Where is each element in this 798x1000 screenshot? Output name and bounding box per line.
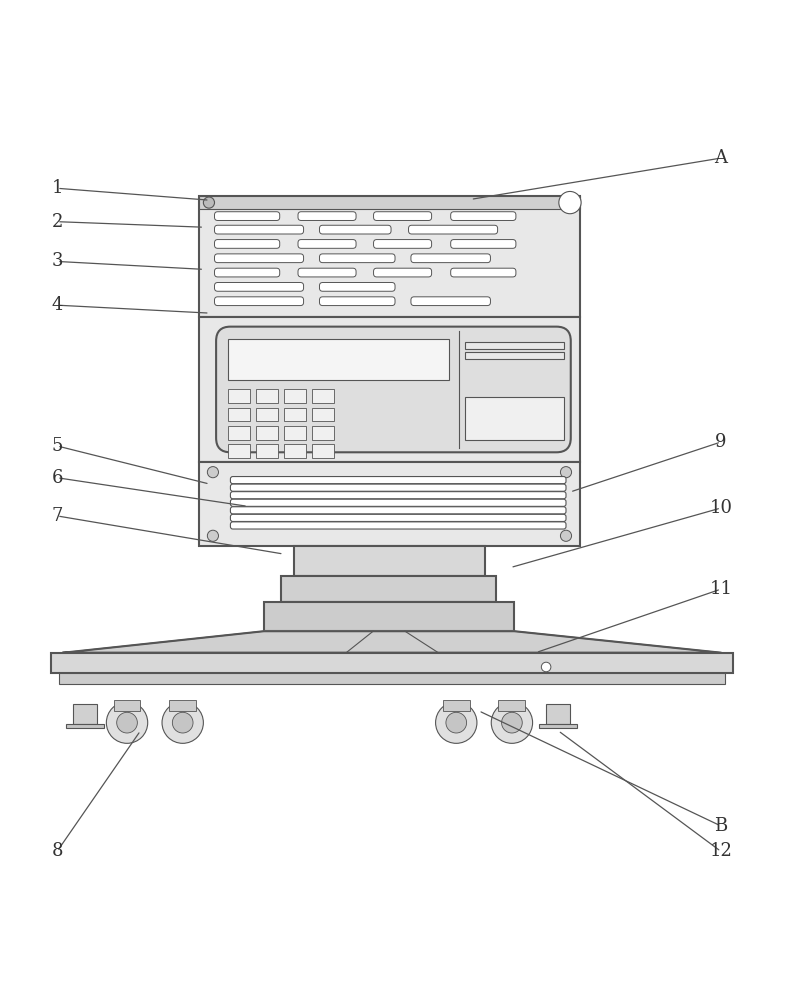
FancyBboxPatch shape (215, 254, 303, 263)
FancyBboxPatch shape (215, 240, 280, 248)
Circle shape (162, 702, 203, 743)
FancyBboxPatch shape (373, 268, 432, 277)
FancyBboxPatch shape (231, 499, 566, 506)
FancyBboxPatch shape (215, 212, 280, 220)
Bar (228, 444, 251, 458)
Bar (465, 352, 564, 359)
Text: 5: 5 (51, 437, 63, 455)
FancyBboxPatch shape (451, 268, 516, 277)
Bar (169, 700, 196, 711)
Bar (264, 602, 514, 631)
FancyBboxPatch shape (411, 297, 491, 306)
Bar (311, 389, 334, 403)
FancyBboxPatch shape (216, 327, 571, 452)
Circle shape (172, 712, 193, 733)
Bar (73, 704, 97, 724)
FancyBboxPatch shape (231, 507, 566, 514)
FancyBboxPatch shape (319, 225, 391, 234)
FancyBboxPatch shape (373, 240, 432, 248)
Bar (284, 408, 306, 421)
Circle shape (207, 467, 219, 478)
FancyBboxPatch shape (215, 225, 303, 234)
FancyBboxPatch shape (298, 268, 356, 277)
Text: 3: 3 (51, 252, 63, 270)
Bar (284, 389, 306, 403)
Bar (284, 444, 306, 458)
FancyBboxPatch shape (298, 240, 356, 248)
FancyBboxPatch shape (373, 212, 432, 220)
Text: 10: 10 (709, 499, 733, 517)
FancyBboxPatch shape (215, 297, 303, 306)
FancyBboxPatch shape (298, 212, 356, 220)
Bar (311, 444, 334, 458)
FancyBboxPatch shape (451, 240, 516, 248)
Bar (311, 426, 334, 440)
Circle shape (436, 702, 477, 743)
FancyBboxPatch shape (231, 484, 566, 491)
Circle shape (560, 467, 571, 478)
FancyBboxPatch shape (411, 254, 491, 263)
Text: 9: 9 (715, 433, 727, 451)
Text: B: B (714, 817, 728, 835)
FancyBboxPatch shape (215, 268, 280, 277)
Bar (443, 700, 470, 711)
Text: 11: 11 (709, 580, 733, 598)
Text: 4: 4 (51, 296, 63, 314)
Bar (228, 426, 251, 440)
Text: 12: 12 (709, 842, 733, 860)
FancyBboxPatch shape (215, 283, 303, 291)
FancyBboxPatch shape (319, 254, 395, 263)
Bar (256, 408, 279, 421)
FancyBboxPatch shape (319, 283, 395, 291)
Circle shape (560, 530, 571, 541)
Bar (256, 426, 279, 440)
Bar (199, 196, 580, 317)
Circle shape (207, 530, 219, 541)
Circle shape (541, 662, 551, 672)
Bar (539, 724, 577, 728)
Bar (282, 576, 496, 602)
Bar (199, 317, 580, 462)
Bar (256, 444, 279, 458)
FancyBboxPatch shape (409, 225, 498, 234)
Circle shape (117, 712, 137, 733)
Circle shape (446, 712, 467, 733)
FancyBboxPatch shape (231, 492, 566, 499)
Text: 2: 2 (51, 213, 63, 231)
Bar (228, 389, 251, 403)
Bar (199, 462, 580, 546)
Text: 8: 8 (51, 842, 63, 860)
FancyBboxPatch shape (451, 212, 516, 220)
Bar (113, 700, 140, 711)
Text: 1: 1 (51, 179, 63, 197)
Circle shape (203, 197, 215, 208)
Bar (499, 700, 525, 711)
FancyBboxPatch shape (231, 477, 566, 484)
Bar (465, 397, 564, 440)
FancyBboxPatch shape (319, 297, 395, 306)
Bar (465, 342, 564, 349)
Bar (228, 408, 251, 421)
Circle shape (492, 702, 532, 743)
Text: 7: 7 (51, 507, 63, 525)
Bar (256, 389, 279, 403)
Bar (199, 196, 580, 209)
Bar (228, 339, 448, 380)
FancyBboxPatch shape (231, 522, 566, 529)
Text: 6: 6 (51, 469, 63, 487)
Bar (65, 724, 104, 728)
Bar (546, 704, 570, 724)
Bar (52, 653, 733, 673)
Circle shape (559, 191, 581, 214)
Bar (284, 426, 306, 440)
Bar (311, 408, 334, 421)
Circle shape (502, 712, 522, 733)
Text: A: A (714, 149, 728, 167)
Bar (294, 546, 485, 576)
Polygon shape (63, 631, 721, 653)
FancyBboxPatch shape (231, 514, 566, 521)
Bar (59, 673, 725, 684)
Circle shape (106, 702, 148, 743)
